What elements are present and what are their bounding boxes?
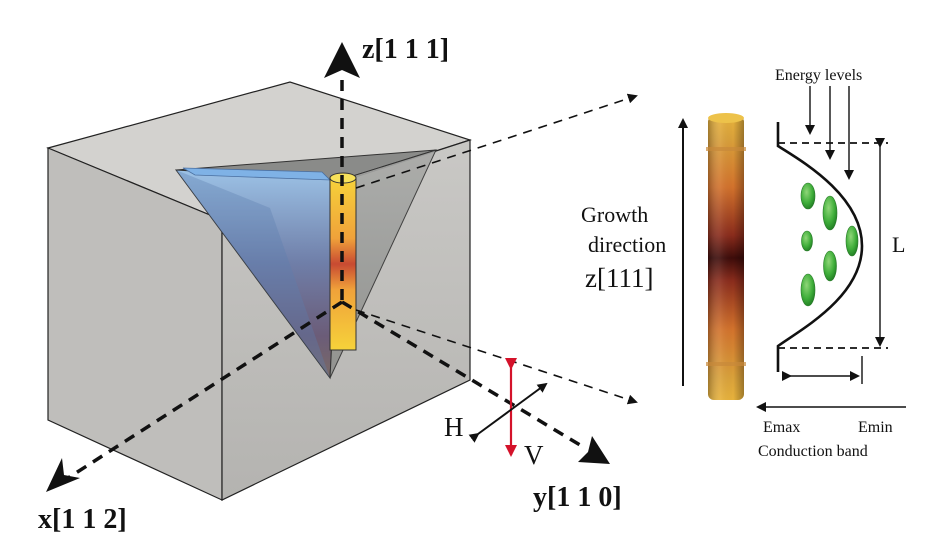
conduction-band-label: Conduction band: [758, 443, 868, 460]
rod-band-bottom: [706, 362, 746, 366]
energy-level-2: [822, 195, 838, 231]
rod-top-cap: [708, 113, 744, 123]
emin-label: Emin: [858, 419, 893, 436]
growth-label-line3: z[111]: [585, 263, 653, 293]
growth-label-line2: direction: [588, 232, 666, 257]
x-axis-line: [67, 300, 343, 480]
zoom-line-top: [355, 93, 638, 189]
nanowire-body: [329, 177, 357, 351]
v-label: V: [524, 440, 544, 470]
rod-shading: [708, 116, 744, 400]
x-axis-label: x[1 1 2]: [38, 504, 127, 535]
pyramid-inner-face: [176, 170, 330, 378]
h-polarization-arrow: [468, 382, 548, 443]
zoom-line-bottom: [355, 309, 638, 405]
energy-level-5: [823, 250, 837, 282]
emax-label: Emax: [763, 419, 800, 436]
nanowire-in-block: [329, 172, 357, 351]
x-axis-arrowhead: [46, 458, 80, 492]
z-axis-label: z[1 1 1]: [362, 34, 449, 65]
band-diagram: Energy levels L Emax Emin Conduction ban…: [756, 67, 906, 460]
h-label: H: [444, 412, 464, 442]
rod-band-top: [706, 147, 746, 151]
energy-level-4: [801, 230, 813, 252]
energy-levels-label: Energy levels: [775, 67, 862, 84]
y-axis-label: y[1 1 0]: [533, 482, 622, 513]
length-label: L: [892, 232, 905, 257]
crystal-block: [46, 81, 472, 501]
z-axis-arrowhead: [324, 42, 360, 78]
polarization-arrows: H V: [444, 358, 548, 470]
zoom-lines: [355, 93, 638, 405]
energy-level-1: [800, 182, 816, 210]
growth-label-line1: Growth: [581, 202, 648, 227]
nanowire-rod: [706, 113, 746, 400]
potential-profile: [776, 122, 864, 372]
y-axis-arrowhead: [578, 436, 610, 464]
energy-level-6: [800, 273, 816, 307]
growth-direction: Growth direction z[111]: [581, 118, 688, 386]
axes: z[1 1 1] x[1 1 2] y[1 1 0]: [38, 34, 622, 535]
energy-level-3: [845, 225, 859, 257]
